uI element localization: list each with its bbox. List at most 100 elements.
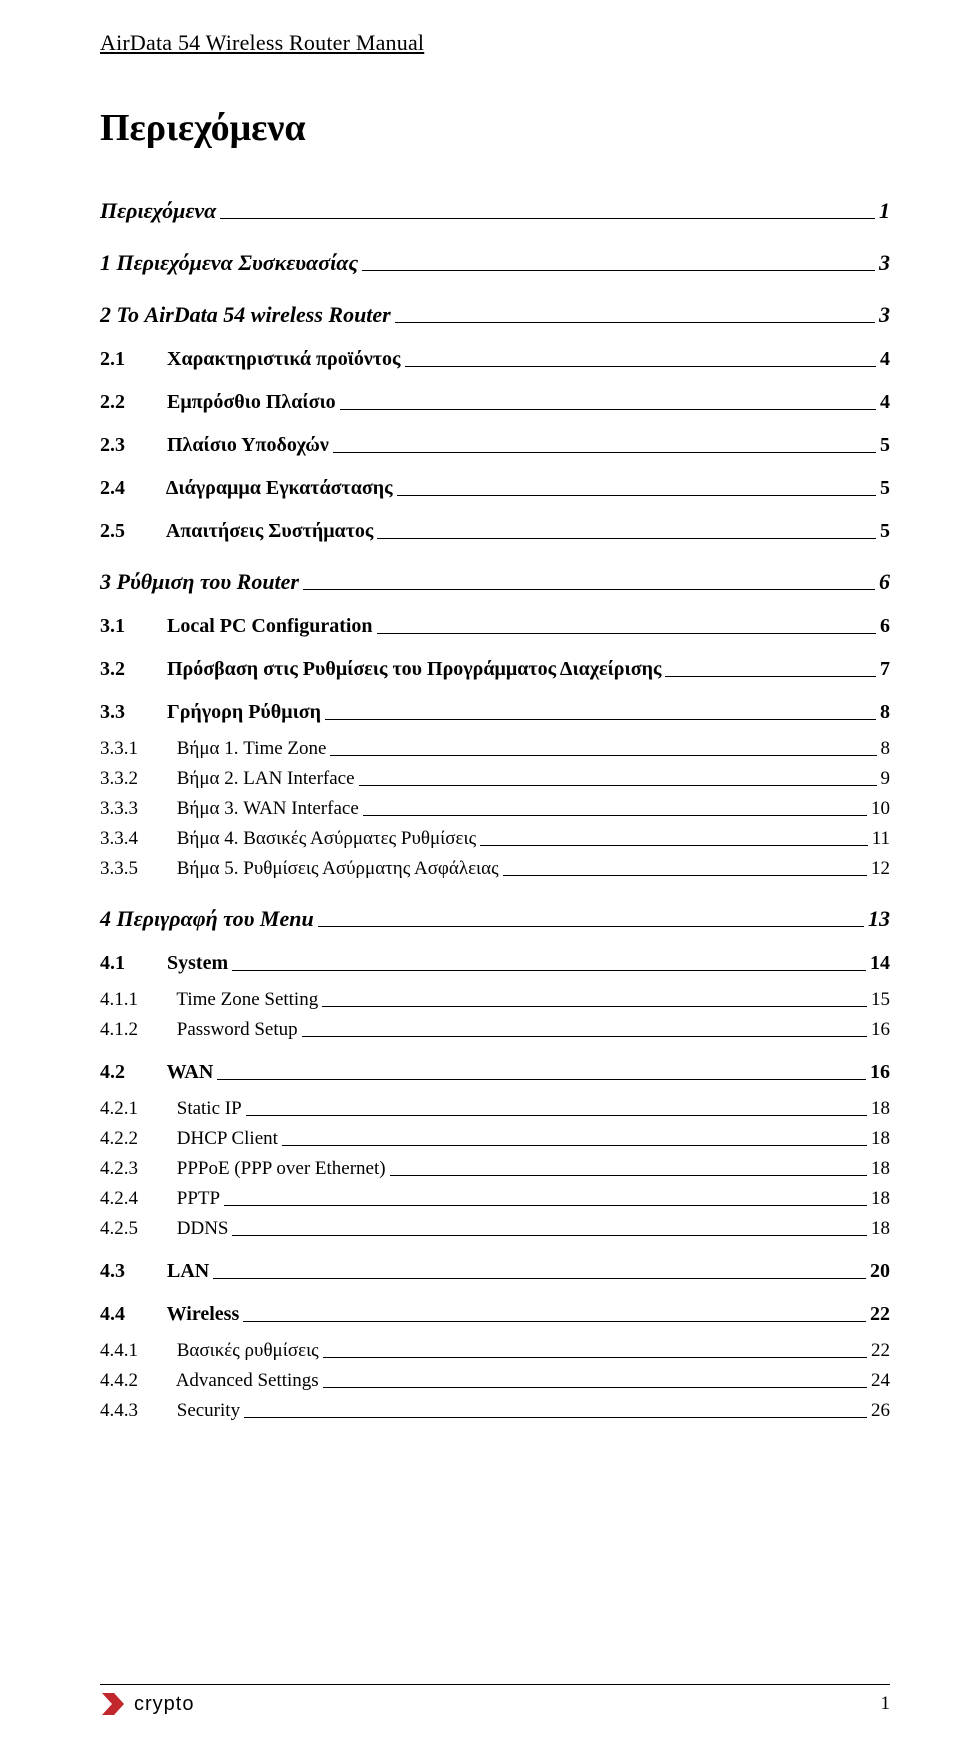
toc-entry-page: 16 (871, 1019, 890, 1041)
toc-entry-number: 4.3 (100, 1260, 162, 1283)
toc-entry[interactable]: 2.5 Απαιτήσεις Συστήματος 5 (100, 520, 890, 543)
toc-entry-text: DDNS (172, 1218, 228, 1239)
toc-entry-text: Local PC Configuration (162, 615, 373, 637)
page-footer: crypto 1 (100, 1684, 890, 1717)
toc-entry-label: 2.1 Χαρακτηριστικά προϊόντος (100, 348, 401, 371)
toc-entry[interactable]: 4.2.4 PPTP18 (100, 1188, 890, 1210)
toc-leader-line (282, 1145, 867, 1146)
toc-entry-page: 5 (880, 520, 890, 543)
toc-entry-number: 3.3.1 (100, 738, 172, 760)
toc-entry-number: 4.2.5 (100, 1218, 172, 1240)
page-header: AirData 54 Wireless Router Manual (100, 30, 890, 56)
toc-entry-text: Χαρακτηριστικά προϊόντος (162, 348, 401, 370)
toc-entry[interactable]: 3.2 Πρόσβαση στις Ρυθμίσεις του Προγράμμ… (100, 658, 890, 681)
logo-icon (100, 1691, 126, 1717)
toc-entry[interactable]: 4.3 LAN 20 (100, 1260, 890, 1283)
toc-entry-number: 4.4.1 (100, 1340, 172, 1362)
toc-entry-page: 16 (870, 1061, 890, 1084)
toc-entry-number: 4 (100, 906, 111, 932)
toc-entry-label: 3.3.3 Βήμα 3. WAN Interface (100, 798, 359, 820)
toc-entry[interactable]: 1 Περιεχόμενα Συσκευασίας3 (100, 250, 890, 276)
toc-leader-line (340, 409, 876, 410)
toc-leader-line (377, 538, 876, 539)
toc-entry[interactable]: 4 Περιγραφή του Menu13 (100, 906, 890, 932)
toc-leader-line (330, 755, 876, 756)
toc-entry[interactable]: 3.3 Γρήγορη Ρύθμιση8 (100, 701, 890, 724)
toc-entry-page: 26 (871, 1400, 890, 1422)
toc-entry-number: 2.3 (100, 434, 162, 457)
toc-entry-number: 4.2.4 (100, 1188, 172, 1210)
toc-entry-number: 4.2 (100, 1061, 162, 1084)
footer-logo: crypto (100, 1691, 194, 1717)
toc-entry[interactable]: 2.4 Διάγραμμα Εγκατάστασης5 (100, 477, 890, 500)
toc-entry-text: Περιεχόμενα Συσκευασίας (111, 250, 358, 275)
toc-entry-page: 20 (870, 1260, 890, 1283)
toc-leader-line (395, 322, 875, 323)
toc-entry-number: 4.1.1 (100, 989, 172, 1011)
toc-entry[interactable]: 2.3 Πλαίσιο Υποδοχών5 (100, 434, 890, 457)
toc-entry-label: 2.5 Απαιτήσεις Συστήματος (100, 520, 373, 543)
toc-entry-page: 4 (880, 391, 890, 414)
toc-entry[interactable]: 4.2.5 DDNS18 (100, 1218, 890, 1240)
toc-entry[interactable]: 3.1 Local PC Configuration6 (100, 615, 890, 638)
toc-entry-text: WAN (162, 1061, 213, 1083)
toc-entry-number: 3 (100, 569, 111, 595)
toc-entry[interactable]: 4.1.2 Password Setup 16 (100, 1019, 890, 1041)
toc-entry[interactable]: 3.3.2 Βήμα 2. LAN Interface9 (100, 768, 890, 790)
toc-leader-line (325, 719, 876, 720)
toc-entry-number: 4.2.2 (100, 1128, 172, 1150)
toc-entry[interactable]: 4.1 System14 (100, 952, 890, 975)
toc-entry[interactable]: 3.3.1 Βήμα 1. Time Zone8 (100, 738, 890, 760)
toc-entry-page: 12 (871, 858, 890, 880)
toc-leader-line (232, 970, 866, 971)
toc-entry-number: 4.2.3 (100, 1158, 172, 1180)
toc-entry-number: 2.1 (100, 348, 162, 371)
toc-leader-line (243, 1321, 866, 1322)
toc-entry-page: 18 (871, 1158, 890, 1180)
toc-entry-page: 7 (880, 658, 890, 681)
toc-entry-label: 4.1.2 Password Setup (100, 1019, 298, 1041)
toc-entry-page: 11 (872, 828, 890, 850)
toc-entry-text: Εμπρόσθιο Πλαίσιο (162, 391, 336, 413)
toc-entry-label: 4 Περιγραφή του Menu (100, 906, 314, 932)
toc-entry-text: Βασικές ρυθμίσεις (172, 1340, 319, 1361)
toc-entry-label: 2.2 Εμπρόσθιο Πλαίσιο (100, 391, 336, 414)
toc-entry[interactable]: Περιεχόμενα1 (100, 198, 890, 224)
toc-entry[interactable]: 4.2 WAN 16 (100, 1061, 890, 1084)
toc-entry[interactable]: 3.3.4 Βήμα 4. Βασικές Ασύρματες Ρυθμίσει… (100, 828, 890, 850)
toc-leader-line (480, 845, 868, 846)
toc-entry-number: 3.3 (100, 701, 162, 724)
toc-entry-label: 4.4 Wireless (100, 1303, 239, 1326)
toc-entry[interactable]: 4.4.2 Advanced Settings24 (100, 1370, 890, 1392)
toc-entry[interactable]: 3 Ρύθμιση του Router6 (100, 569, 890, 595)
toc-leader-line (323, 1387, 867, 1388)
toc-entry[interactable]: 3.3.3 Βήμα 3. WAN Interface 10 (100, 798, 890, 820)
toc-entry[interactable]: 4.2.2 DHCP Client18 (100, 1128, 890, 1150)
toc-entry-number: 4.4.2 (100, 1370, 172, 1392)
toc-entry-page: 1 (879, 198, 890, 224)
toc-entry[interactable]: 3.3.5 Βήμα 5. Ρυθμίσεις Ασύρματης Ασφάλε… (100, 858, 890, 880)
toc-entry[interactable]: 4.2.1 Static IP18 (100, 1098, 890, 1120)
toc-entry[interactable]: 4.4.1 Βασικές ρυθμίσεις22 (100, 1340, 890, 1362)
toc-entry-number: 4.1.2 (100, 1019, 172, 1041)
toc-entry-text: Βήμα 5. Ρυθμίσεις Ασύρματης Ασφάλειας (172, 858, 499, 879)
toc-leader-line (323, 1357, 867, 1358)
toc-entry-text: LAN (162, 1260, 209, 1282)
toc-leader-line (302, 1036, 867, 1037)
toc-entry[interactable]: 4.4 Wireless22 (100, 1303, 890, 1326)
toc-entry[interactable]: 2.2 Εμπρόσθιο Πλαίσιο 4 (100, 391, 890, 414)
toc-entry[interactable]: 4.2.3 PPPoE (PPP over Ethernet)18 (100, 1158, 890, 1180)
toc-entry-text: Πρόσβαση στις Ρυθμίσεις του Προγράμματος… (162, 658, 661, 680)
toc-entry[interactable]: 4.4.3 Security26 (100, 1400, 890, 1422)
toc-entry-number: 4.4 (100, 1303, 162, 1326)
toc-entry-label: 3.3.2 Βήμα 2. LAN Interface (100, 768, 355, 790)
toc-entry-page: 15 (871, 989, 890, 1011)
toc-entry-number: 3.2 (100, 658, 162, 681)
toc-entry-page: 10 (871, 798, 890, 820)
toc-entry[interactable]: 2 Το AirData 54 wireless Router3 (100, 302, 890, 328)
toc-entry[interactable]: 2.1 Χαρακτηριστικά προϊόντος4 (100, 348, 890, 371)
toc-entry-number: 3.3.4 (100, 828, 172, 850)
toc-leader-line (665, 676, 876, 677)
toc-entry[interactable]: 4.1.1 Time Zone Setting15 (100, 989, 890, 1011)
toc-entry-page: 18 (871, 1188, 890, 1210)
